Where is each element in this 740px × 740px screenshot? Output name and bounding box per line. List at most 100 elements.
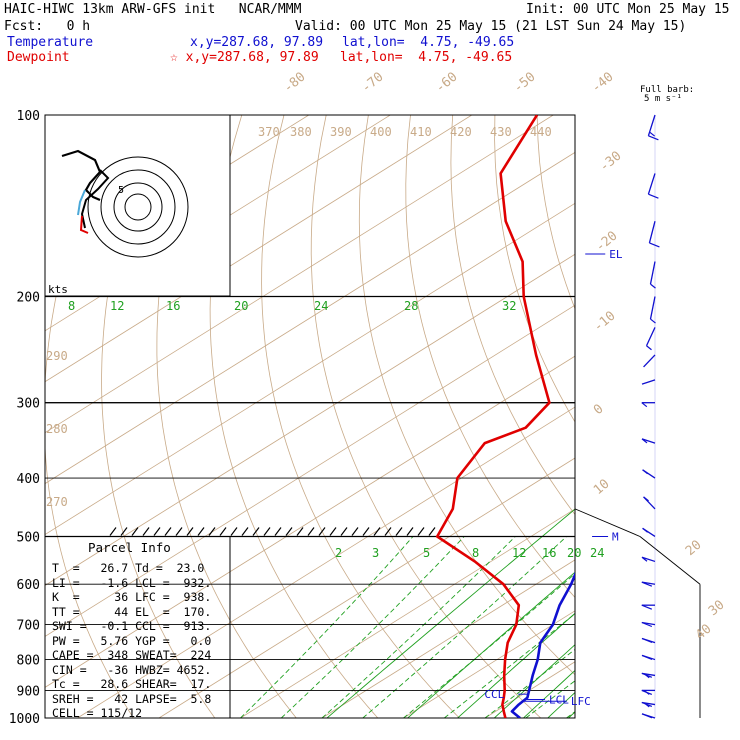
barb-staff bbox=[641, 556, 656, 563]
theta-label: 270 bbox=[46, 495, 68, 509]
mixing-ratio-label: 3 bbox=[372, 546, 379, 560]
pressure-tick-label: 900 bbox=[17, 684, 40, 699]
level-markers: EL M CCL LCL LFC bbox=[484, 248, 623, 708]
isotherm-line bbox=[648, 115, 740, 718]
mixing-ratio-line bbox=[547, 691, 575, 718]
mixing-ratio-label: 8 bbox=[472, 546, 479, 560]
isotherm-label: -40 bbox=[589, 69, 617, 96]
barb-feather bbox=[641, 438, 648, 444]
wind-barb bbox=[641, 654, 656, 661]
isotherm-line bbox=[566, 712, 575, 718]
dry-adiabat-line bbox=[261, 115, 460, 718]
wind-barb bbox=[641, 581, 656, 587]
isotherm-label: -10 bbox=[591, 308, 619, 335]
mixing-ratio-label: 12 bbox=[512, 546, 526, 560]
hodograph-box bbox=[44, 114, 231, 297]
mixing-ratio-label: 2 bbox=[335, 546, 342, 560]
barb-feather bbox=[643, 673, 650, 679]
tropopause-hatch bbox=[120, 527, 128, 536]
barb-staff bbox=[645, 327, 656, 347]
valid-time: Valid: 00 UTC Mon 25 May 15 (21 LST Sun … bbox=[295, 19, 687, 34]
sounding-profiles bbox=[435, 115, 575, 718]
tropopause-hatch bbox=[351, 527, 359, 536]
wind-barb bbox=[641, 604, 655, 610]
dewpoint-xy: ☆ x,y=287.68, 97.89 bbox=[170, 50, 319, 65]
hodograph-ring bbox=[124, 193, 152, 221]
mixing-ratio-label: 20 bbox=[234, 299, 248, 313]
isotherm-line bbox=[45, 253, 575, 586]
tropopause-hatch bbox=[175, 527, 183, 536]
barb-feather bbox=[643, 689, 650, 695]
mixing-ratio-label: 32 bbox=[502, 299, 516, 313]
tropopause-hatch bbox=[219, 527, 227, 536]
mixing-ratio-label: 24 bbox=[590, 546, 604, 560]
tropopause-hatch bbox=[109, 527, 117, 536]
tropopause-hatch bbox=[285, 527, 293, 536]
hodograph-ring bbox=[100, 169, 176, 245]
tropopause-hatch bbox=[406, 527, 414, 536]
wind-barb bbox=[641, 621, 656, 628]
isotherm-line bbox=[45, 355, 575, 688]
level-label-m: M bbox=[612, 530, 619, 543]
wind-barb bbox=[641, 672, 656, 679]
tropopause-hatch bbox=[296, 527, 304, 536]
theta-label: 370 bbox=[258, 125, 280, 139]
dewpoint-legend: Dewpoint bbox=[7, 50, 70, 65]
dry-adiabat-line bbox=[45, 115, 134, 718]
theta-label: 440 bbox=[530, 125, 552, 139]
mixing-ratio-label: 12 bbox=[110, 299, 124, 313]
moist-adiabat-line bbox=[362, 536, 567, 718]
isotherm-label: -60 bbox=[433, 69, 461, 96]
mixing-ratio-label: 16 bbox=[542, 546, 556, 560]
tropopause-hatch bbox=[131, 527, 139, 536]
isotherm-line bbox=[730, 115, 740, 718]
barb-feather bbox=[648, 135, 659, 141]
theta-label: 390 bbox=[330, 125, 352, 139]
tropopause-hatch bbox=[384, 527, 392, 536]
barb-feather bbox=[646, 345, 652, 351]
barb-key-unit: 5 m s⁻¹ bbox=[644, 94, 682, 104]
isotherm-label: 40 bbox=[693, 622, 715, 644]
tropopause-hatch bbox=[307, 527, 315, 536]
wind-barb bbox=[641, 689, 655, 695]
isotherm-line bbox=[77, 406, 575, 718]
mixing-ratio-label: 16 bbox=[166, 299, 180, 313]
hodograph-panel: kts 5 bbox=[44, 114, 231, 297]
wind-barb bbox=[649, 261, 656, 289]
isotherm-label: -70 bbox=[359, 69, 387, 96]
tropopause-hatch bbox=[362, 527, 370, 536]
dry-adiabat-line bbox=[579, 115, 740, 718]
tropopause-hatch bbox=[373, 527, 381, 536]
parcel-info-row: T = 26.7 Td = 23.0 bbox=[52, 561, 205, 575]
parcel-info-title: Parcel Info bbox=[88, 540, 171, 555]
isotherm-label: 30 bbox=[706, 598, 728, 620]
dewpoint-latlon: lat,lon= 4.75, -49.65 bbox=[340, 50, 513, 65]
dry-adiabat-line bbox=[405, 115, 575, 599]
theta-label: 380 bbox=[290, 125, 312, 139]
tropopause-hatch bbox=[263, 527, 271, 536]
barb-feather bbox=[648, 193, 659, 199]
barb-staff bbox=[647, 114, 656, 136]
theta-label: 420 bbox=[450, 125, 472, 139]
isotherm-label: -80 bbox=[281, 69, 309, 96]
barb-feather bbox=[641, 621, 653, 628]
wind-barb bbox=[641, 438, 656, 444]
parcel-info-row: LI = -1.6 LCL = 932. bbox=[52, 575, 212, 590]
tropopause-hatch bbox=[241, 527, 249, 536]
parcel-info-row: SREH = 42 LAPSE= 5.8 bbox=[52, 691, 212, 706]
hodograph-trace-low bbox=[77, 189, 86, 216]
barb-feather bbox=[641, 637, 653, 644]
parcel-info-row: CAPE = 348 SWEAT= 224 bbox=[52, 648, 212, 662]
barb-feather bbox=[650, 283, 656, 289]
dry-adiabat-line bbox=[209, 115, 379, 718]
barb-feather bbox=[642, 527, 648, 533]
tropopause-hatch bbox=[208, 527, 216, 536]
parcel-info-row: CIN = -36 HWBZ= 4652. bbox=[52, 662, 212, 677]
temperature-legend: Temperature bbox=[7, 35, 94, 50]
wind-barb bbox=[647, 173, 659, 199]
mixing-ratio-lines bbox=[240, 508, 575, 718]
temperature-xy: x,y=287.68, 97.89 bbox=[190, 35, 324, 50]
pressure-grid bbox=[44, 114, 701, 719]
barb-key-title: Full barb: bbox=[640, 85, 695, 95]
